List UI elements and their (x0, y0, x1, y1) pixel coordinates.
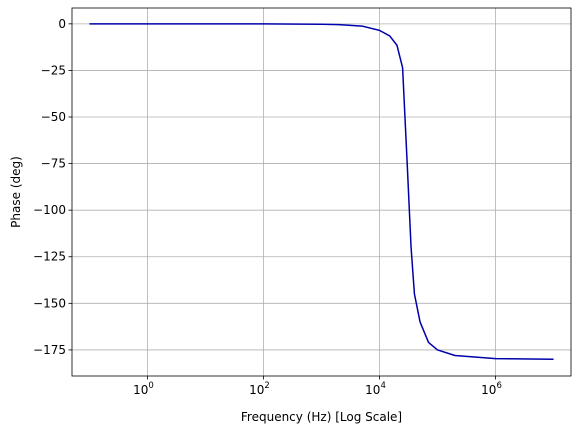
x-axis-label: Frequency (Hz) [Log Scale] (241, 410, 402, 424)
y-tick-label: −150 (33, 296, 66, 310)
y-tick-label: −75 (41, 157, 66, 171)
x-tick-base: 10 (133, 383, 148, 397)
x-tick-label: 100 (133, 381, 154, 397)
x-tick-exponent: 0 (148, 381, 153, 391)
x-tick-base: 10 (481, 383, 496, 397)
x-tick-base: 10 (249, 383, 264, 397)
x-axis-ticks: 100 102 104 106 (133, 376, 502, 397)
plot-area-frame (71, 7, 572, 377)
x-tick-exponent: 6 (496, 381, 501, 391)
y-tick-label: −50 (41, 110, 66, 124)
y-tick-label: 0 (58, 17, 66, 31)
x-tick-exponent: 2 (264, 381, 269, 391)
x-tick-label: 102 (249, 381, 270, 397)
y-axis-label: Phase (deg) (9, 156, 23, 228)
x-tick-label: 104 (365, 381, 386, 397)
series-line-layer (89, 23, 554, 360)
phase-series-line (89, 23, 554, 360)
y-tick-label: −125 (33, 250, 66, 264)
x-tick-exponent: 4 (380, 381, 385, 391)
grid-lines (72, 8, 571, 376)
y-tick-label: −175 (33, 343, 66, 357)
x-tick-base: 10 (365, 383, 380, 397)
y-tick-label: −100 (33, 203, 66, 217)
y-axis-ticks: 0 −25 −50 −75 −100 −125 −150 −175 (33, 17, 72, 357)
y-tick-label: −25 (41, 63, 66, 77)
x-tick-label: 106 (481, 381, 502, 397)
